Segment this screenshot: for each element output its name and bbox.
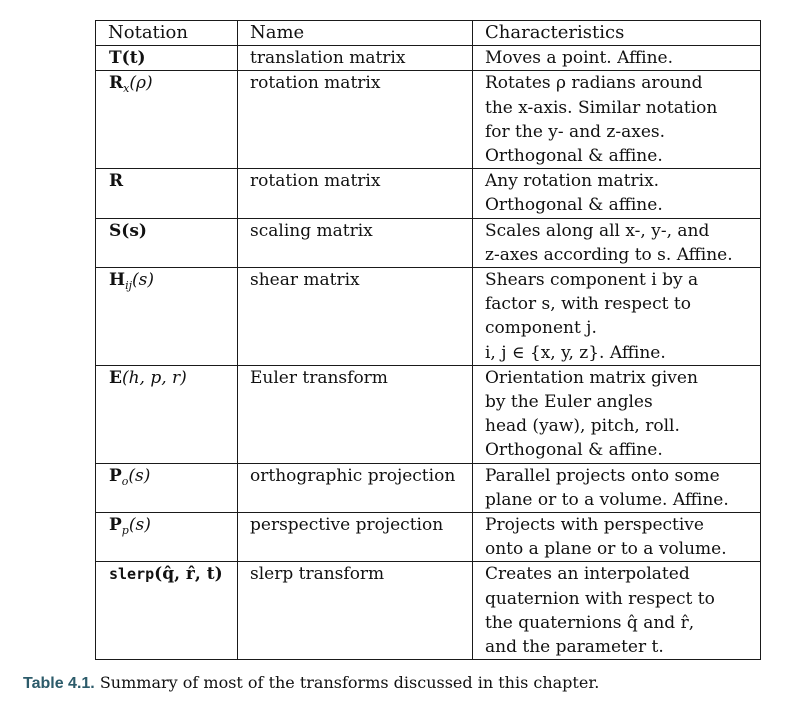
characteristics-line: Scales along all x-, y-, and	[485, 220, 710, 241]
table-row: E(h, p, r) Euler transform Orientation m…	[95, 364, 761, 464]
characteristics-line: Moves a point. Affine.	[485, 48, 674, 69]
characteristics-cell: Parallel projects onto some plane or to …	[472, 462, 761, 514]
caption-label: Table 4.1.	[23, 675, 95, 692]
name-cell: rotation matrix	[237, 70, 473, 170]
characteristics-line: Parallel projects onto some	[485, 465, 720, 486]
notation-cell: S(s)	[95, 217, 238, 269]
notation-cell: Hij(s)	[95, 267, 238, 366]
characteristics-line: Shears component i by a	[485, 270, 699, 291]
table-row: Rx(ρ) rotation matrix Rotates ρ radians …	[95, 70, 761, 170]
characteristics-line: Orthogonal & affine.	[485, 195, 663, 216]
transform-table: Notation Name Characteristics T(t) trans…	[95, 19, 761, 661]
characteristics-cell: Moves a point. Affine.	[472, 45, 761, 72]
characteristics-cell: Any rotation matrix. Orthogonal & affine…	[472, 168, 761, 219]
name-cell: slerp transform	[237, 561, 473, 661]
characteristics-line: Orientation matrix given	[485, 367, 698, 388]
characteristics-line: Rotates ρ radians around	[485, 73, 703, 94]
characteristics-cell: Creates an interpolated quaternion with …	[472, 561, 761, 661]
characteristics-line: i, j ∈ {x, y, z}. Affine.	[485, 342, 666, 363]
characteristics-line: for the y- and z-axes.	[485, 121, 666, 142]
characteristics-line: quaternion with respect to	[485, 588, 715, 609]
characteristics-line: Orthogonal & affine.	[485, 440, 663, 461]
notation-cell: Rx(ρ)	[95, 70, 238, 170]
characteristics-line: component j.	[485, 318, 597, 339]
table-row: slerp(q̂, r̂, t) slerp transform Creates…	[95, 561, 761, 661]
name-cell: translation matrix	[237, 45, 473, 72]
characteristics-line: onto a plane or to a volume.	[485, 539, 727, 560]
characteristics-cell: Scales along all x-, y-, and z-axes acco…	[472, 217, 761, 269]
characteristics-line: Projects with perspective	[485, 515, 704, 536]
header-notation: Notation	[95, 19, 238, 47]
characteristics-line: the quaternions q̂ and r̂,	[485, 612, 695, 633]
characteristics-line: head (yaw), pitch, roll.	[485, 416, 680, 437]
table-caption: Table 4.1. Summary of most of the transf…	[23, 673, 599, 693]
characteristics-line: by the Euler angles	[485, 392, 653, 413]
characteristics-line: Any rotation matrix.	[485, 171, 660, 192]
notation-cell: Po(s)	[95, 462, 238, 514]
notation-cell: R	[95, 168, 238, 219]
header-name: Name	[237, 19, 473, 47]
characteristics-line: plane or to a volume. Affine.	[485, 489, 729, 510]
table-row: Po(s) orthographic projection Parallel p…	[95, 462, 761, 514]
notation-cell: T(t)	[95, 45, 238, 72]
characteristics-cell: Projects with perspective onto a plane o…	[472, 512, 761, 563]
name-cell: orthographic projection	[237, 462, 473, 514]
name-cell: perspective projection	[237, 512, 473, 563]
table-row: Hij(s) shear matrix Shears component i b…	[95, 267, 761, 366]
characteristics-line: the x-axis. Similar notation	[485, 97, 718, 118]
characteristics-line: z-axes according to s. Affine.	[485, 244, 733, 265]
table-row: R rotation matrix Any rotation matrix. O…	[95, 168, 761, 219]
name-cell: rotation matrix	[237, 168, 473, 219]
characteristics-cell: Shears component i by a factor s, with r…	[472, 267, 761, 366]
table-row: Pp(s) perspective projection Projects wi…	[95, 512, 761, 563]
name-cell: Euler transform	[237, 364, 473, 464]
name-cell: shear matrix	[237, 267, 473, 366]
characteristics-line: and the parameter t.	[485, 637, 664, 658]
header-row: Notation Name Characteristics	[95, 19, 761, 47]
notation-cell: Pp(s)	[95, 512, 238, 563]
notation-cell: E(h, p, r)	[95, 364, 238, 464]
caption-text: Summary of most of the transforms discus…	[99, 673, 600, 692]
characteristics-cell: Orientation matrix given by the Euler an…	[472, 364, 761, 464]
characteristics-line: factor s, with respect to	[485, 294, 691, 315]
characteristics-line: Creates an interpolated	[485, 564, 690, 585]
table-row: S(s) scaling matrix Scales along all x-,…	[95, 217, 761, 269]
characteristics-line: Orthogonal & affine.	[485, 146, 663, 167]
characteristics-cell: Rotates ρ radians around the x-axis. Sim…	[472, 70, 761, 170]
header-characteristics: Characteristics	[472, 19, 761, 47]
notation-cell: slerp(q̂, r̂, t)	[95, 561, 238, 661]
table-row: T(t) translation matrix Moves a point. A…	[95, 45, 761, 72]
name-cell: scaling matrix	[237, 217, 473, 269]
